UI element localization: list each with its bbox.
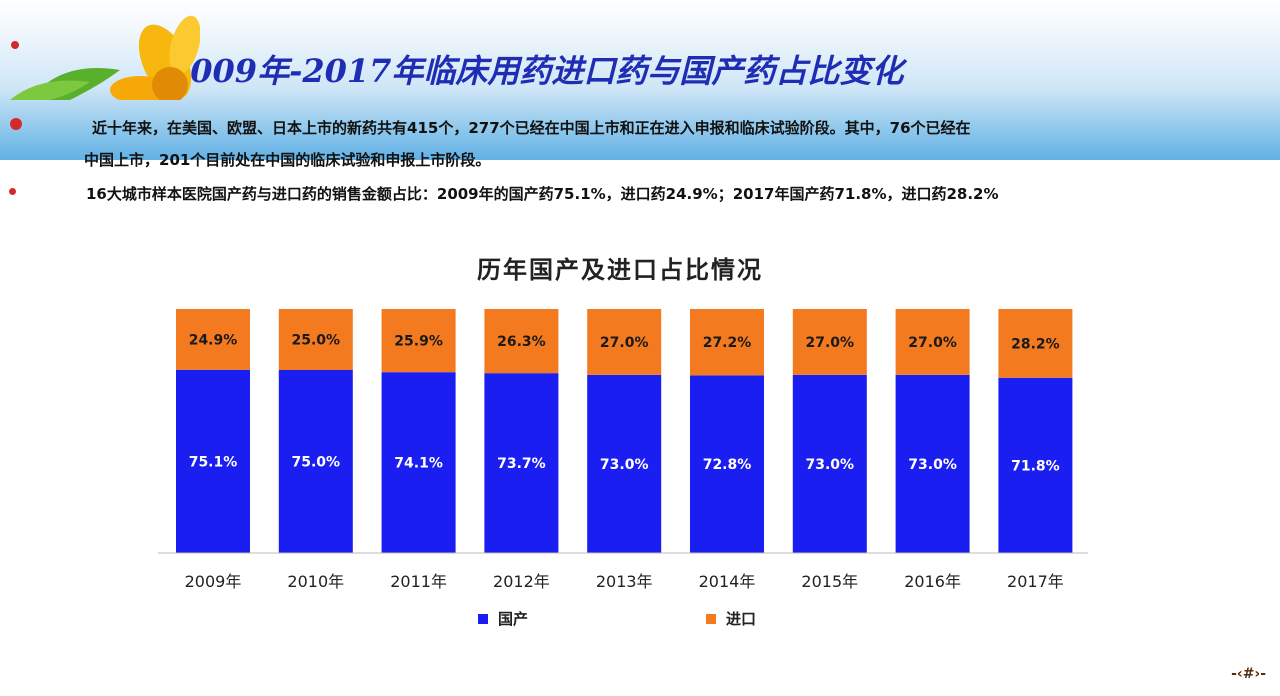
x-tick-label-0: 2009年: [185, 572, 242, 591]
bar-import-3: [484, 309, 559, 374]
data-label-import-3: 26.3%: [497, 334, 546, 350]
bar-domestic-3: [484, 373, 559, 553]
x-tick-label-2: 2011年: [390, 572, 447, 591]
data-label-domestic-5: 72.8%: [703, 457, 752, 473]
paragraph-line-1: 近十年来，在美国、欧盟、日本上市的新药共有415个，277个已经在中国上市和正在…: [92, 119, 971, 137]
bullet-icon: [9, 188, 16, 195]
bullet-icon: [11, 41, 19, 49]
x-tick-label-1: 2010年: [287, 572, 344, 591]
bar-domestic-6: [792, 374, 867, 553]
bar-import-5: [690, 309, 764, 376]
bar-domestic-5: [690, 375, 764, 553]
bar-import-6: [792, 309, 867, 375]
data-label-domestic-6: 73.0%: [806, 457, 855, 473]
sunflower-leaf-icon: [10, 15, 200, 100]
chart-title: 历年国产及进口占比情况: [477, 256, 763, 284]
bar-domestic-8: [998, 377, 1073, 553]
data-label-domestic-7: 73.0%: [908, 457, 957, 473]
bar-domestic-4: [587, 374, 662, 553]
legend-label-import: 进口: [726, 610, 757, 628]
data-label-import-5: 27.2%: [703, 335, 752, 351]
bar-domestic-1: [278, 370, 353, 553]
legend-label-domestic: 国产: [498, 610, 529, 628]
bar-import-0: [176, 309, 250, 370]
bar-import-4: [587, 309, 662, 375]
data-label-domestic-2: 74.1%: [394, 456, 443, 472]
legend-swatch-domestic: [478, 613, 488, 624]
x-tick-label-3: 2012年: [493, 572, 550, 591]
header-band: [0, 0, 1280, 160]
x-tick-label-4: 2013年: [596, 572, 653, 591]
data-label-domestic-8: 71.8%: [1011, 458, 1060, 474]
bar-import-2: [381, 309, 456, 373]
x-tick-label-8: 2017年: [1007, 572, 1064, 591]
data-label-import-2: 25.9%: [394, 334, 443, 350]
paragraph-stats: 16大城市样本医院国产药与进口药的销售金额占比：2009年的国产药75.1%，进…: [86, 185, 999, 203]
data-label-import-4: 27.0%: [600, 335, 649, 351]
data-label-import-8: 28.2%: [1011, 336, 1060, 352]
x-tick-label-5: 2014年: [699, 572, 756, 591]
bar-domestic-2: [381, 372, 456, 553]
bar-import-7: [895, 309, 970, 375]
data-label-import-0: 24.9%: [189, 332, 238, 348]
legend-item-import: 进口: [706, 608, 756, 629]
data-label-import-7: 27.0%: [908, 335, 957, 351]
x-tick-label-6: 2015年: [801, 572, 858, 591]
slide-title: 2009年-2017年临床用药进口药与国产药占比变化: [168, 52, 904, 90]
data-label-domestic-0: 75.1%: [189, 454, 238, 470]
x-tick-label-7: 2016年: [904, 572, 961, 591]
data-label-domestic-4: 73.0%: [600, 457, 649, 473]
legend-swatch-import: [706, 613, 716, 624]
legend-item-domestic: 国产: [478, 608, 528, 629]
paragraph-line-2: 中国上市，201个目前处在中国的临床试验和申报上市阶段。: [84, 151, 491, 169]
data-label-import-6: 27.0%: [806, 335, 855, 351]
bar-import-1: [278, 309, 353, 370]
data-label-import-1: 25.0%: [292, 333, 341, 349]
bar-domestic-0: [176, 369, 250, 553]
page-number: -‹#›-: [1231, 666, 1266, 682]
data-label-domestic-1: 75.0%: [292, 455, 341, 471]
bar-domestic-7: [895, 374, 970, 553]
data-label-domestic-3: 73.7%: [497, 456, 546, 472]
bar-import-8: [998, 309, 1073, 378]
bullet-icon: [10, 118, 22, 130]
